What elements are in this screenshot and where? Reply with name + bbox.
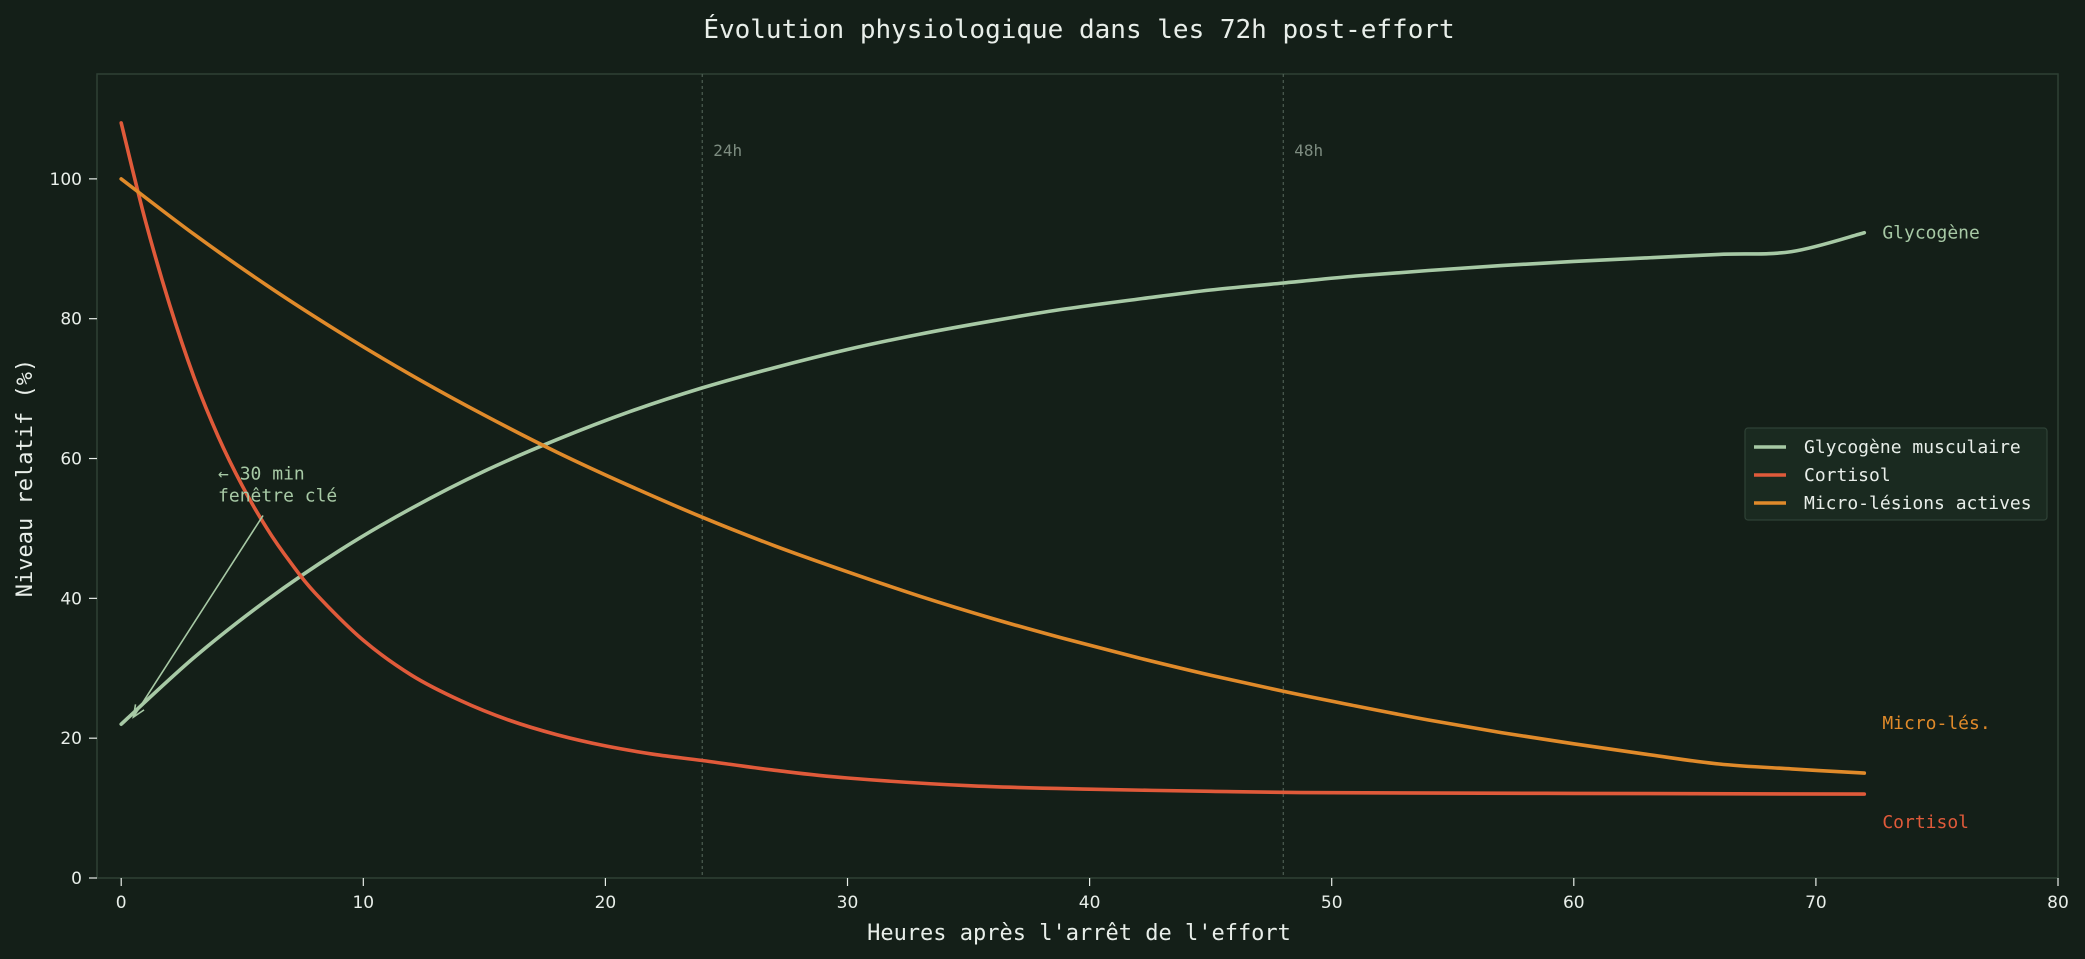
y-axis-label: Niveau relatif (%) bbox=[13, 359, 38, 597]
legend-entry-micro: Micro-lésions actives bbox=[1804, 493, 2032, 514]
plot-area: 0 10 20 30 40 50 60 70 80 0 20 40 60 80 100 24h 48h Glyco… bbox=[50, 73, 2069, 913]
series-line-glycogene bbox=[119, 230, 1867, 726]
x-tick-label: 40 bbox=[1079, 893, 1101, 913]
y-tick-label: 80 bbox=[60, 310, 82, 330]
legend-entry-cortisol: Cortisol bbox=[1804, 465, 1891, 486]
chart-title: Évolution physiologique dans les 72h pos… bbox=[703, 13, 1454, 45]
x-axis-label: Heures après l'arrêt de l'effort bbox=[867, 921, 1291, 946]
y-tick-label: 20 bbox=[60, 729, 82, 749]
series-line-cortisol bbox=[119, 121, 1867, 796]
x-tick-label: 20 bbox=[595, 893, 617, 913]
series-end-label-cortisol: Cortisol bbox=[1882, 812, 1969, 833]
x-tick-label: 80 bbox=[2047, 893, 2069, 913]
annotation-arrow bbox=[132, 515, 264, 718]
x-tick-label: 10 bbox=[352, 893, 374, 913]
series-line-micro bbox=[119, 177, 1867, 775]
y-tick-label: 60 bbox=[60, 450, 82, 470]
legend-entry-glycogene: Glycogène musculaire bbox=[1804, 437, 2021, 458]
x-tick-label: 0 bbox=[116, 893, 127, 913]
x-tick-label: 50 bbox=[1321, 893, 1343, 913]
legend-box bbox=[1744, 427, 2048, 521]
annotation-arrowhead bbox=[132, 704, 145, 719]
annotation-text: fenêtre clé bbox=[218, 485, 337, 506]
plot-frame bbox=[96, 73, 2059, 879]
reference-label-48h: 48h bbox=[1294, 141, 1323, 160]
reference-label-24h: 24h bbox=[713, 141, 742, 160]
x-tick-label: 60 bbox=[1563, 893, 1585, 913]
y-tick-label: 0 bbox=[71, 869, 82, 889]
annotation-text: ← 30 min bbox=[218, 463, 305, 484]
y-tick-label: 100 bbox=[50, 170, 82, 190]
y-tick-label: 40 bbox=[60, 589, 82, 609]
x-tick-label: 30 bbox=[837, 893, 859, 913]
series-end-label-glycogene: Glycogène bbox=[1882, 223, 1980, 244]
series-end-label-micro: Micro-lés. bbox=[1882, 713, 1990, 734]
x-tick-label: 70 bbox=[1805, 893, 1827, 913]
